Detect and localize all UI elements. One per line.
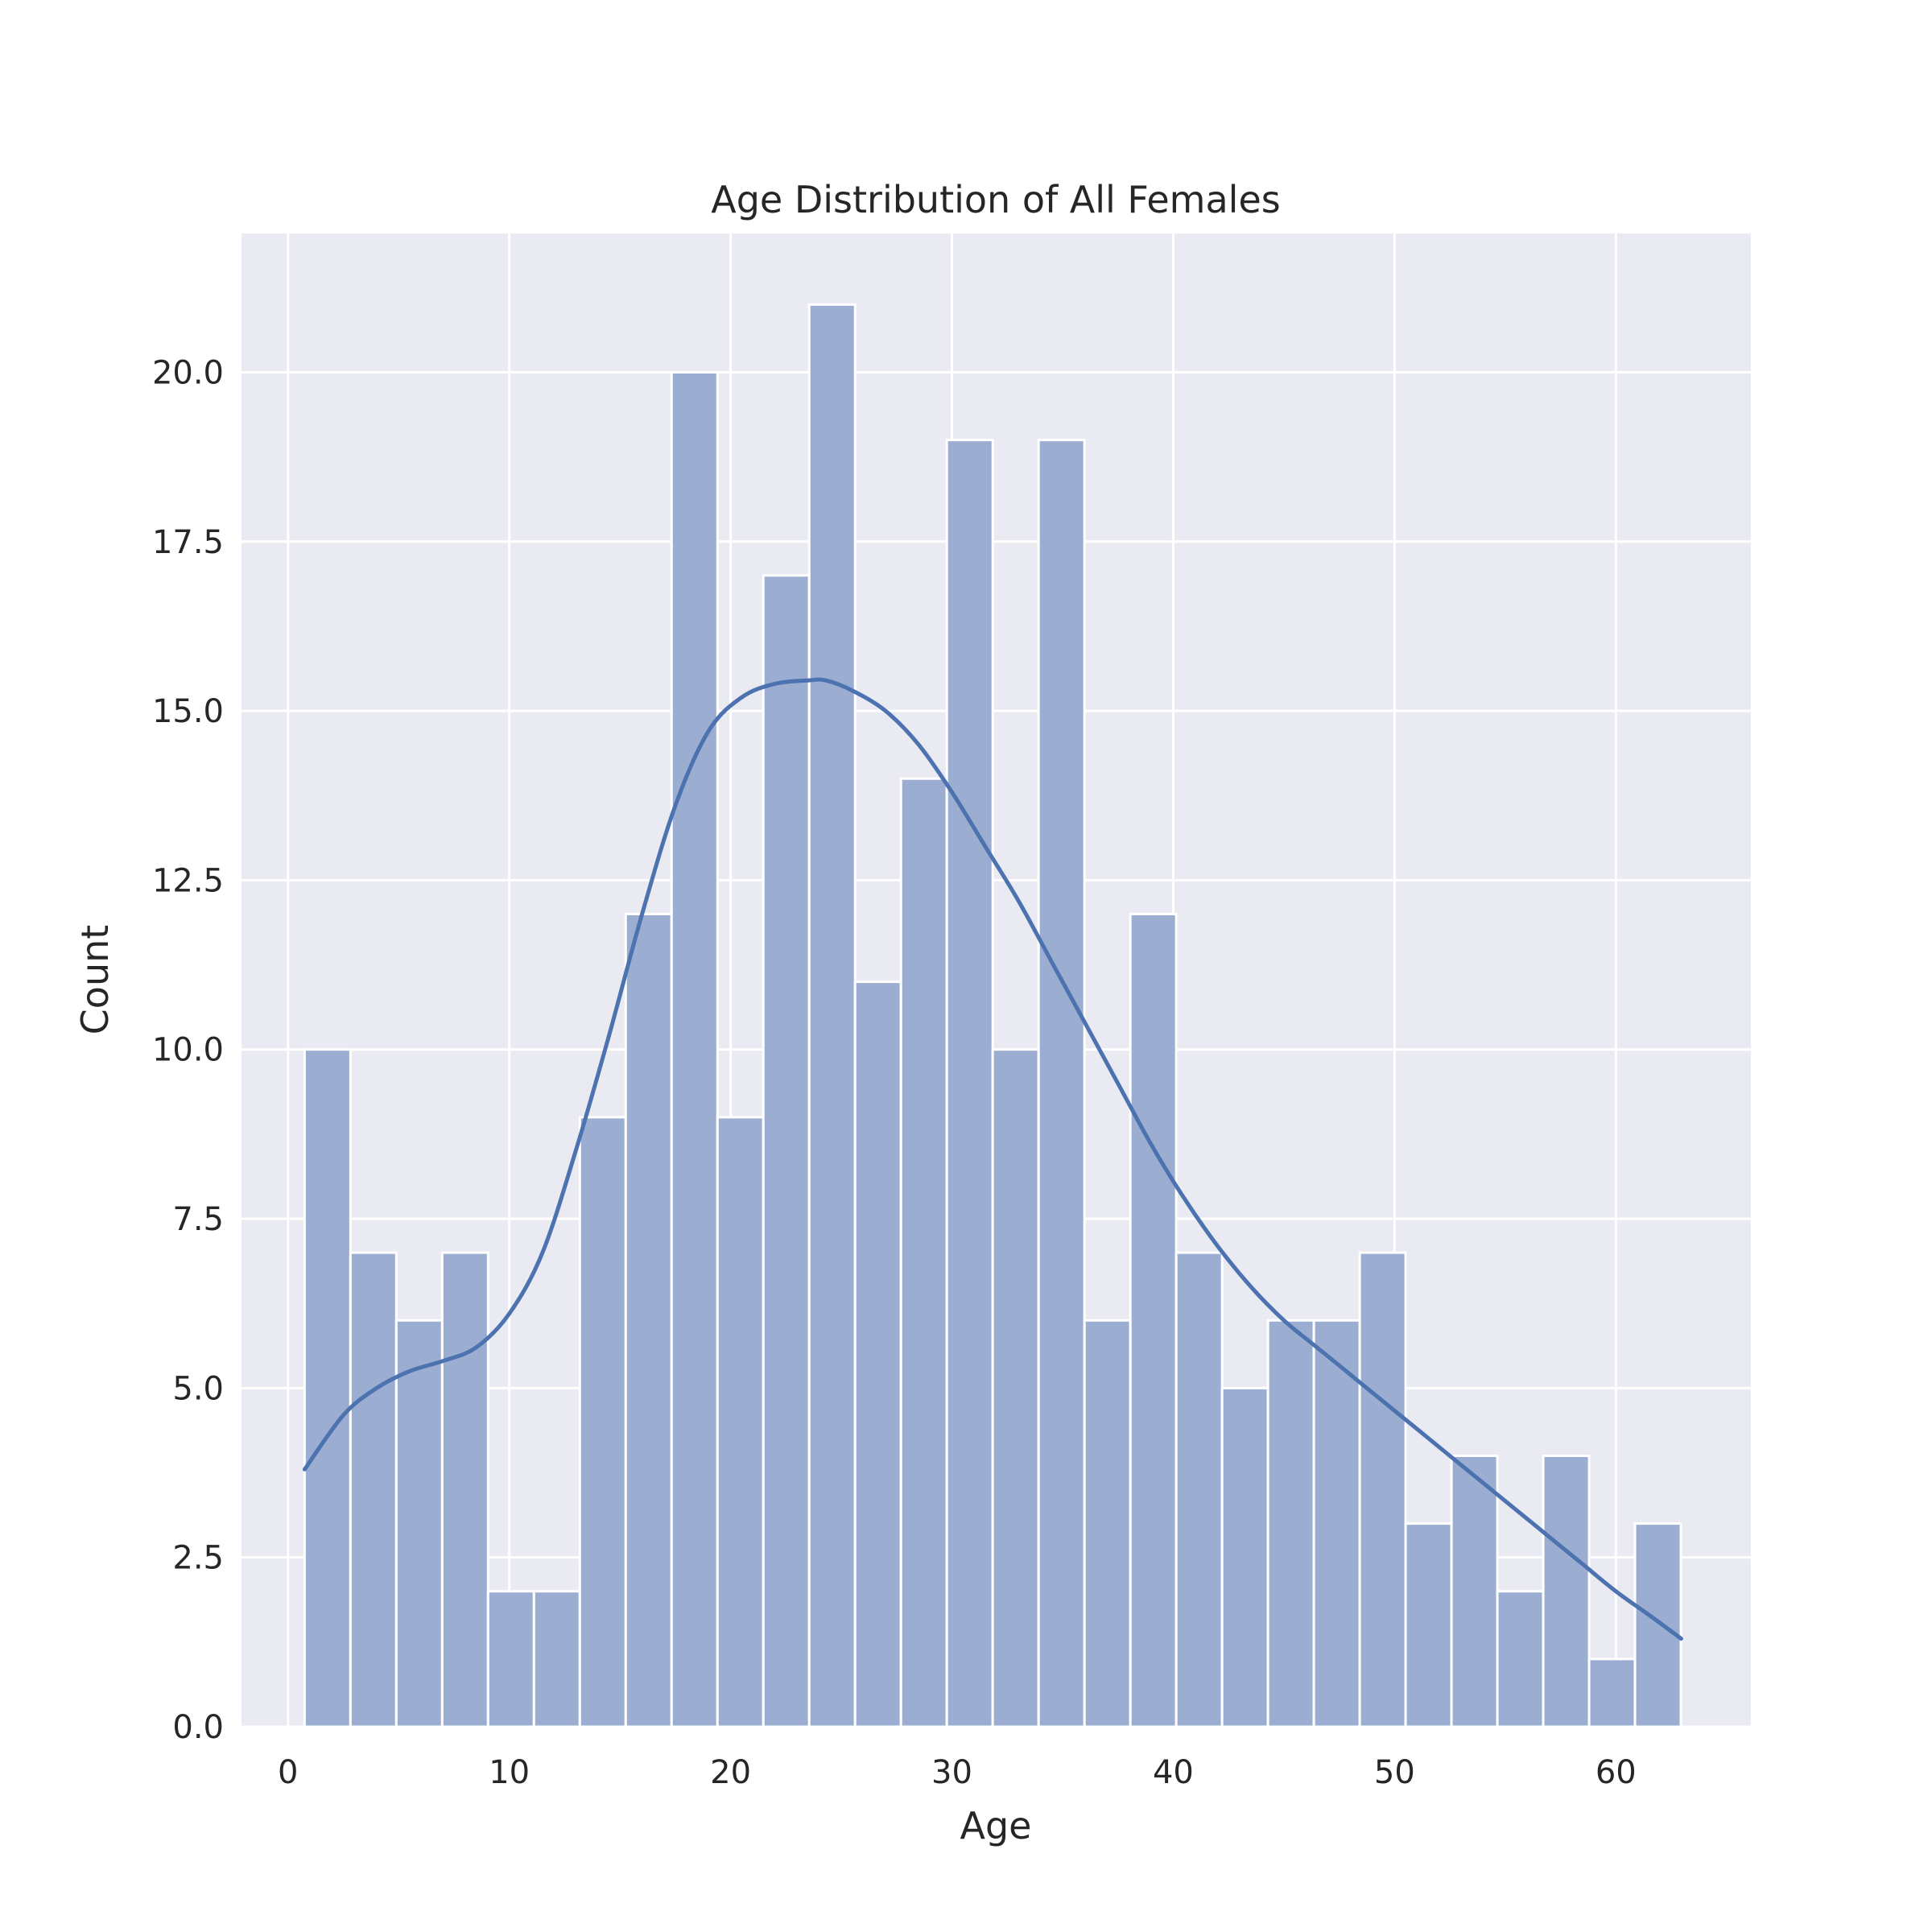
y-axis-label: Count — [73, 925, 117, 1035]
histogram-bar-15 — [991, 1048, 1040, 1728]
y-tick-label-1: 2.5 — [172, 1540, 224, 1577]
histogram-bar-13 — [899, 777, 948, 1728]
histogram-bar-2 — [394, 1319, 444, 1728]
histogram-bar-4 — [486, 1590, 535, 1728]
histogram-bar-0 — [303, 1048, 352, 1728]
histogram-bar-8 — [670, 370, 719, 1728]
histogram-bar-5 — [532, 1590, 581, 1728]
histogram-bar-16 — [1037, 439, 1086, 1728]
x-axis-label: Age — [960, 1804, 1032, 1847]
y-tick-label-6: 15.0 — [152, 693, 224, 730]
x-tick-label-1: 10 — [489, 1754, 530, 1791]
x-tick-label-4: 40 — [1153, 1754, 1194, 1791]
histogram-bar-22 — [1312, 1319, 1361, 1728]
histogram-bar-20 — [1220, 1386, 1269, 1728]
histogram-bar-7 — [624, 912, 673, 1728]
kde-curve — [302, 677, 1683, 1641]
histogram-bar-25 — [1450, 1454, 1499, 1728]
kde-curve-layer — [302, 677, 1683, 1641]
y-tick-label-5: 12.5 — [152, 862, 224, 899]
histogram-bars — [303, 303, 1682, 1728]
y-tick-label-4: 10.0 — [152, 1032, 224, 1069]
histogram-bar-9 — [716, 1116, 765, 1728]
histogram-bar-10 — [762, 574, 811, 1728]
histogram-bar-12 — [853, 980, 902, 1728]
histogram-bar-27 — [1542, 1454, 1591, 1728]
x-tick-label-0: 0 — [278, 1754, 298, 1791]
chart-title: Age Distribution of All Females — [711, 178, 1280, 221]
x-axis-ticks: 0 10 20 30 40 50 60 — [278, 1754, 1637, 1791]
x-tick-label-3: 30 — [931, 1754, 972, 1791]
x-tick-label-6: 60 — [1596, 1754, 1637, 1791]
x-tick-label-5: 50 — [1374, 1754, 1415, 1791]
histogram-bar-19 — [1174, 1251, 1224, 1728]
y-tick-label-2: 5.0 — [172, 1370, 224, 1407]
histogram-bar-6 — [578, 1116, 627, 1728]
y-tick-label-7: 17.5 — [152, 524, 224, 561]
histogram-bar-17 — [1083, 1319, 1132, 1728]
histogram-bar-26 — [1496, 1590, 1545, 1728]
y-tick-label-8: 20.0 — [152, 354, 224, 391]
histogram-bar-1 — [349, 1251, 398, 1728]
histogram-bar-29 — [1633, 1522, 1682, 1728]
histogram-bar-28 — [1587, 1657, 1637, 1728]
histogram-bar-11 — [807, 303, 857, 1728]
x-tick-label-2: 20 — [710, 1754, 751, 1791]
histogram-bar-3 — [440, 1251, 489, 1728]
histogram-bar-18 — [1129, 912, 1178, 1728]
y-tick-label-0: 0.0 — [172, 1709, 224, 1746]
histogram-bar-14 — [945, 439, 994, 1728]
y-axis-ticks: 0.0 2.5 5.0 7.5 10.0 12.5 15.0 17.5 20.0 — [152, 354, 224, 1746]
histogram-bar-21 — [1266, 1319, 1315, 1728]
histogram-bar-24 — [1404, 1522, 1453, 1728]
histogram-bar-23 — [1358, 1251, 1407, 1728]
y-tick-label-3: 7.5 — [172, 1201, 224, 1238]
